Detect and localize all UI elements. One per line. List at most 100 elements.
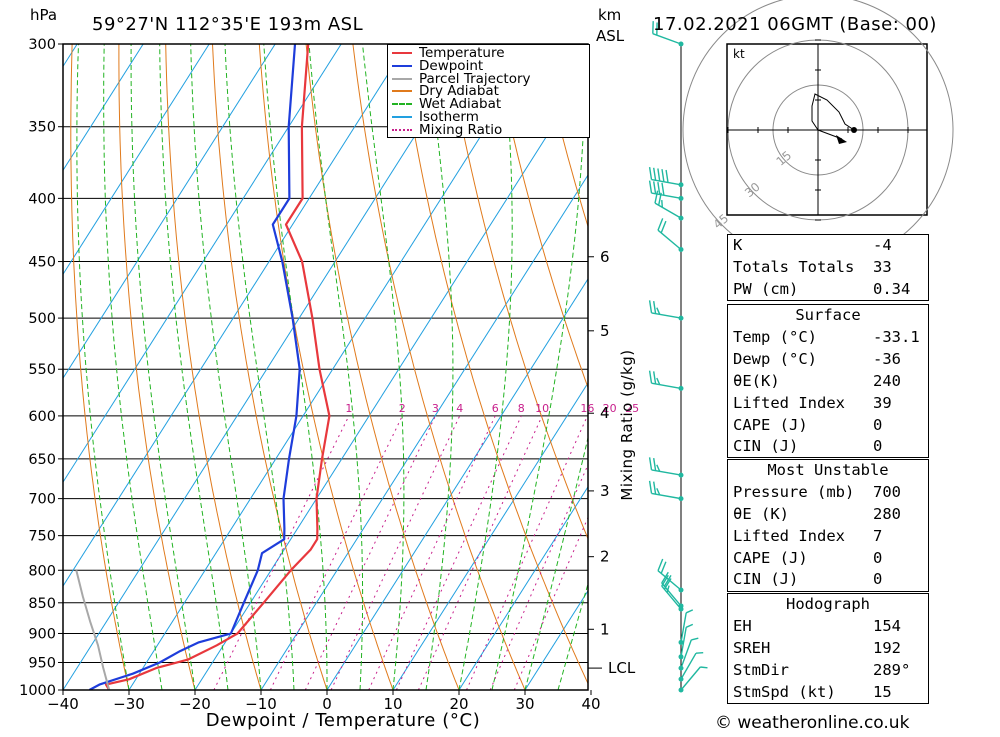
dry-adiabat-line [961, 44, 1000, 690]
wind-barb-staff [652, 470, 682, 475]
hodograph-end-dot [851, 127, 857, 133]
pressure-tick-label: 450 [28, 255, 56, 271]
location-title: 59°27'N 112°35'E 193m ASL [92, 14, 363, 35]
legend-swatch [392, 116, 412, 118]
mixing-ratio-label: 8 [518, 402, 525, 415]
surface-table: Surface Temp (°C)-33.1 Dewp (°C)-36 θE(K… [727, 304, 929, 458]
pressure-tick-label: 500 [28, 311, 56, 327]
pressure-tick-label: 750 [28, 529, 56, 545]
isotherm-line [0, 44, 143, 690]
profile-lines [76, 44, 329, 690]
mixing-ratio-label: 1 [345, 402, 352, 415]
wet-adiabat-line [492, 44, 585, 690]
wind-barb-staff [652, 313, 682, 318]
surface-row-cin: CIN (J)0 [728, 436, 928, 458]
legend-entry: Mixing Ratio [392, 124, 502, 137]
temperature-tick-label: 40 [581, 695, 600, 713]
wet-adiabat-line [104, 44, 162, 690]
legend-swatch [392, 103, 412, 105]
temperature-tick-label: −30 [113, 695, 145, 713]
mixing-ratio-label: 10 [535, 402, 549, 415]
mu-row-cape: CAPE (J)0 [728, 548, 928, 570]
wet-adiabat-line [77, 44, 129, 690]
wind-barb-feather [661, 221, 666, 233]
mu-row-theta-e: θE (K)280 [728, 504, 928, 526]
temperature-tick-label: −40 [47, 695, 79, 713]
dry-adiabat-line [119, 44, 195, 690]
height-tick-label: 6 [600, 248, 610, 266]
height-tick-label: 2 [600, 548, 610, 566]
pressure-tick-label: 900 [28, 627, 56, 643]
wind-barb-feather [650, 481, 652, 494]
mixing-ratio-label: 6 [492, 402, 499, 415]
wet-adiabat-line [131, 44, 195, 690]
wind-barb-staff [658, 230, 681, 249]
pressure-tick-label: 650 [28, 452, 56, 468]
plot-frame [63, 44, 588, 690]
isotherm-line [0, 44, 407, 690]
pressure-tick-label: 700 [28, 492, 56, 508]
dry-adiabat-line [213, 44, 328, 690]
mixing-ratio-line [396, 416, 521, 690]
most-unstable-table: Most Unstable Pressure (mb)700 θE (K)280… [727, 459, 929, 592]
wind-barb-feather [654, 301, 656, 314]
surface-row-theta-e: θE(K)240 [728, 371, 928, 393]
wind-barb-feather [696, 653, 703, 654]
height-tick-label: 5 [600, 322, 610, 340]
surface-title: Surface [728, 305, 928, 327]
km-label: km [598, 6, 621, 24]
mixing-ratio-line [305, 416, 435, 690]
wind-barb-feather [666, 170, 668, 183]
index-row-k: K-4 [728, 235, 928, 257]
dry-adiabat-line [400, 44, 591, 690]
surface-row-cape: CAPE (J)0 [728, 415, 928, 437]
datetime-title: 17.02.2021 06GMT (Base: 00) [653, 14, 937, 35]
wind-barb-feather [658, 169, 660, 182]
wind-barb-staff [652, 383, 682, 388]
wind-barb-feather [654, 458, 656, 471]
wind-barb-feather [654, 181, 656, 194]
hodo-row-stmspd: StmSpd (kt)15 [728, 682, 928, 704]
pressure-tick-label: 300 [28, 37, 56, 53]
legend-swatch [392, 52, 412, 54]
most-unstable-title: Most Unstable [728, 460, 928, 482]
surface-row-temp: Temp (°C)-33.1 [728, 327, 928, 349]
pressure-tick-label: 350 [28, 120, 56, 136]
surface-row-dewp: Dewp (°C)-36 [728, 349, 928, 371]
legend-swatch [392, 78, 412, 80]
wind-barb-feather [691, 638, 698, 640]
legend-swatch [392, 129, 412, 131]
wind-barb-feather [654, 168, 656, 181]
wet-adiabat-line [525, 44, 664, 690]
isotherm-line [129, 44, 539, 690]
height-tick-label: 4 [600, 404, 610, 422]
wind-barb-staff [653, 34, 681, 44]
wind-barb-feather [650, 181, 652, 194]
wind-barb-feather [686, 624, 693, 627]
wind-barb-feather [662, 183, 664, 196]
wind-barb-feather [662, 200, 663, 207]
mixing-ratio-label: 4 [456, 402, 463, 415]
wind-barb-feather [650, 167, 652, 180]
wind-barb-staff [681, 613, 686, 643]
wind-barb-staff [662, 583, 681, 606]
wind-barb-feather [700, 667, 707, 668]
pressure-tick-label: 400 [28, 191, 56, 207]
mixing-ratio-line [418, 416, 542, 690]
wind-barb-staff [652, 180, 682, 185]
legend-label: Mixing Ratio [419, 122, 502, 138]
wind-barb-feather [662, 169, 664, 182]
wind-barb-feather [658, 182, 660, 195]
dry-adiabat-line [493, 44, 723, 690]
mixing-ratio-line [214, 416, 349, 690]
wind-barb-feather [686, 610, 693, 613]
